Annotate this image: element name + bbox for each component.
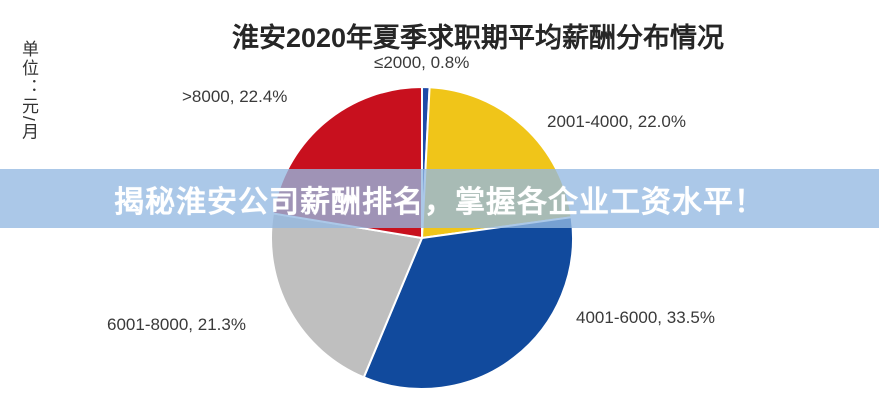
slice-label-4001-6000: 4001-6000, 33.5% [576,308,715,327]
pie-slice-3 [270,212,423,379]
promo-banner: 揭秘淮安公司薪酬排名，掌握各企业工资水平！ [0,169,879,228]
slice-label-2001-4000: 2001-4000, 22.0% [547,112,686,131]
pie-slice-2 [362,216,574,390]
unit-label: 单位：元/月 [19,40,38,142]
slice-label-6001-8000: 6001-8000, 21.3% [107,315,246,334]
slice-label-gt-8000: >8000, 22.4% [182,87,288,106]
chart-title: 淮安2020年夏季求职期平均薪酬分布情况 [231,23,725,53]
slice-label-le-2000: ≤2000, 0.8% [374,53,470,72]
promo-banner-text: 揭秘淮安公司薪酬排名，掌握各企业工资水平！ [114,185,765,219]
